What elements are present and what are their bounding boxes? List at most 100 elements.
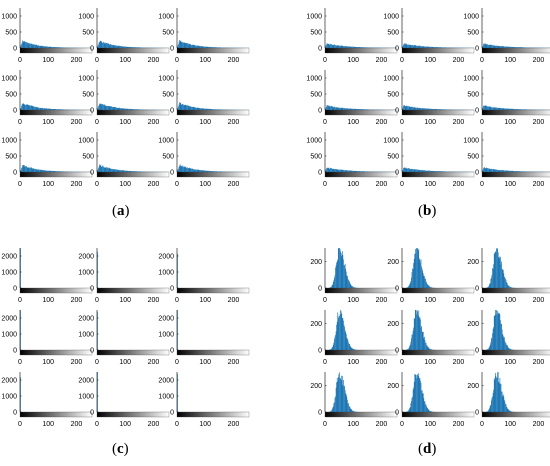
histogram-bar [331, 44, 333, 48]
histogram-bar [433, 46, 434, 48]
histogram-bar [349, 407, 351, 412]
histogram-bar [405, 105, 407, 110]
gray-scale-bar [20, 172, 92, 177]
histogram-bar [345, 271, 347, 288]
histogram-bar [517, 47, 518, 48]
histogram-bar [520, 171, 522, 172]
x-tick-label: 200 [453, 57, 465, 64]
histogram-bar [179, 40, 181, 48]
histogram-bar [497, 372, 498, 412]
histogram-bar [348, 280, 350, 288]
histogram-bar [363, 47, 365, 48]
histogram-bar [57, 171, 59, 172]
histogram-bar [492, 328, 494, 350]
histogram-bar [487, 411, 489, 412]
histogram-bar [429, 348, 431, 350]
histogram-bar [510, 108, 511, 110]
x-tick-label: 200 [533, 421, 545, 428]
histogram-bars [325, 167, 398, 172]
x-tick-label: 200 [453, 359, 465, 366]
histogram-bar [333, 107, 335, 110]
histogram-bar [42, 108, 44, 110]
histogram-bar [29, 44, 31, 48]
histogram-bar [506, 108, 507, 110]
histogram-bar [338, 316, 340, 350]
histogram-bar [417, 46, 419, 48]
histogram-bar [45, 170, 47, 172]
histogram-bar [50, 108, 52, 110]
histogram-bar [108, 106, 110, 110]
y-tick-label: 0 [13, 286, 17, 293]
histogram-bar [416, 314, 417, 350]
histogram-bar [199, 108, 200, 110]
gray-scale-bar [20, 350, 92, 355]
histogram-bar [495, 251, 497, 288]
x-tick-label: 0 [175, 359, 179, 366]
histogram-bar [351, 347, 353, 350]
y-tick-label: 0 [475, 410, 479, 417]
y-tick-label: 500 [5, 30, 17, 37]
histogram-bar [519, 47, 521, 48]
histogram-bar [350, 284, 352, 288]
histogram-bars [20, 164, 93, 172]
histogram-bar [488, 44, 489, 48]
histogram-bar [413, 169, 415, 172]
histogram-bar [191, 44, 193, 48]
histogram-bar [191, 106, 192, 110]
x-tick-label: 200 [148, 119, 160, 126]
histogram-bar [491, 274, 493, 288]
histogram-bar [40, 107, 42, 110]
histogram-bar [509, 410, 510, 412]
histogram-bar [326, 104, 328, 110]
histogram-bar [426, 170, 427, 172]
histogram-bar [508, 46, 510, 48]
histogram-bar [491, 107, 492, 110]
histogram-bar [340, 311, 342, 350]
histogram-bar [343, 108, 344, 110]
histogram-bar [519, 109, 521, 110]
panel-label-c: (c) [112, 441, 129, 457]
histogram-bar [39, 45, 40, 48]
histogram-bar [125, 170, 127, 172]
histogram-bar [119, 170, 121, 172]
histogram-bar [402, 45, 404, 48]
histogram-bar [139, 171, 141, 172]
histogram-bar [332, 406, 334, 412]
histogram-bar [350, 108, 352, 110]
histogram-bar [442, 47, 444, 48]
gray-scale-bar [325, 350, 397, 355]
histogram-bar [112, 44, 114, 48]
histogram-bar [509, 348, 510, 350]
histogram-bar [327, 168, 329, 172]
x-tick-label: 0 [323, 297, 327, 304]
histogram-bar [427, 170, 429, 172]
histogram-bar [496, 169, 497, 172]
histogram-bar [504, 399, 505, 412]
histogram-bar [354, 108, 356, 110]
x-tick-label: 100 [199, 297, 211, 304]
histogram-bar [119, 169, 120, 172]
histogram-bar [220, 171, 222, 172]
histogram-bar [340, 45, 342, 48]
histogram-bar [445, 109, 447, 110]
histogram-bar [422, 270, 424, 288]
histogram-bar [64, 109, 65, 110]
histogram-bar [133, 47, 134, 48]
histogram-bar [503, 396, 505, 412]
histogram-bar [20, 169, 22, 172]
histogram-bar [325, 109, 326, 110]
histogram-bar [352, 46, 354, 48]
histogram-bar [510, 170, 511, 172]
y-tick-label: 500 [5, 92, 17, 99]
histogram-bar [483, 44, 484, 48]
histogram-bar [412, 169, 414, 172]
histogram-bar [27, 104, 29, 110]
histogram-bar [182, 165, 184, 172]
histogram-bar [342, 385, 344, 412]
histogram-bar [409, 106, 411, 110]
histogram-bar [62, 47, 64, 48]
histogram-bar [422, 331, 424, 350]
